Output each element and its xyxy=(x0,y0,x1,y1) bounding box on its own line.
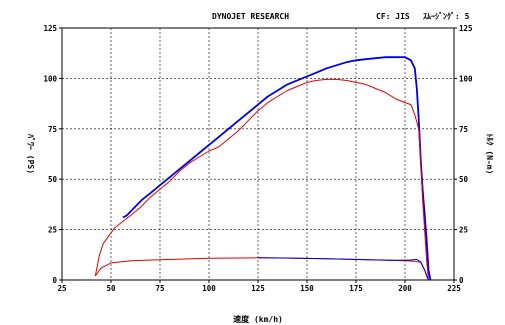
series-line-2 xyxy=(94,78,429,281)
y-tick-label-left: 125 xyxy=(43,24,57,33)
brand-label: DYNOJET RESEARCH xyxy=(212,12,289,21)
series-lines xyxy=(94,56,432,281)
left-y-tick-labels: 0 25 50 75 100 125 xyxy=(43,24,62,285)
series-line-4 xyxy=(257,257,429,281)
y-tick-label-right: 25 xyxy=(459,226,468,235)
x-tick-label: 125 xyxy=(251,284,265,293)
y-tick-label-right: 75 xyxy=(459,125,468,134)
y-axis-left-label: ﾊﾟﾜｰ (PS) xyxy=(26,133,36,174)
x-tick-labels: 25 50 75 100 125 150 175 200 225 xyxy=(57,280,461,293)
smoothing-label: ｽﾑｰｼﾞﾝｸﾞ: 5 xyxy=(423,11,470,21)
grid-lines xyxy=(62,28,454,280)
x-tick-label: 50 xyxy=(106,284,116,293)
y-tick-label-left: 0 xyxy=(52,276,57,285)
x-tick-label: 175 xyxy=(349,284,363,293)
x-tick-label: 200 xyxy=(398,284,412,293)
x-tick-label: 25 xyxy=(57,284,66,293)
right-y-tick-labels: 0 25 50 75 100 125 xyxy=(454,24,473,285)
y-tick-label-right: 125 xyxy=(459,24,473,33)
y-tick-label-left: 25 xyxy=(48,226,57,235)
x-tick-label: 100 xyxy=(202,284,216,293)
y-tick-label-left: 75 xyxy=(48,125,57,134)
y-tick-label-right: 50 xyxy=(459,175,469,184)
x-axis-label: 速度 (km/h) xyxy=(233,314,283,324)
y-tick-label-right: 0 xyxy=(459,276,464,285)
y-tick-label-left: 50 xyxy=(48,175,58,184)
y-axis-right-label: ﾄﾙｸ (N-m) xyxy=(485,134,494,175)
y-tick-label-right: 100 xyxy=(459,74,473,83)
x-tick-label: 225 xyxy=(447,284,461,293)
x-tick-label: 75 xyxy=(155,284,164,293)
series-line-1 xyxy=(122,56,432,281)
y-tick-label-left: 100 xyxy=(43,74,57,83)
x-tick-label: 150 xyxy=(300,284,314,293)
correction-factor-label: CF: JIS xyxy=(376,12,410,21)
